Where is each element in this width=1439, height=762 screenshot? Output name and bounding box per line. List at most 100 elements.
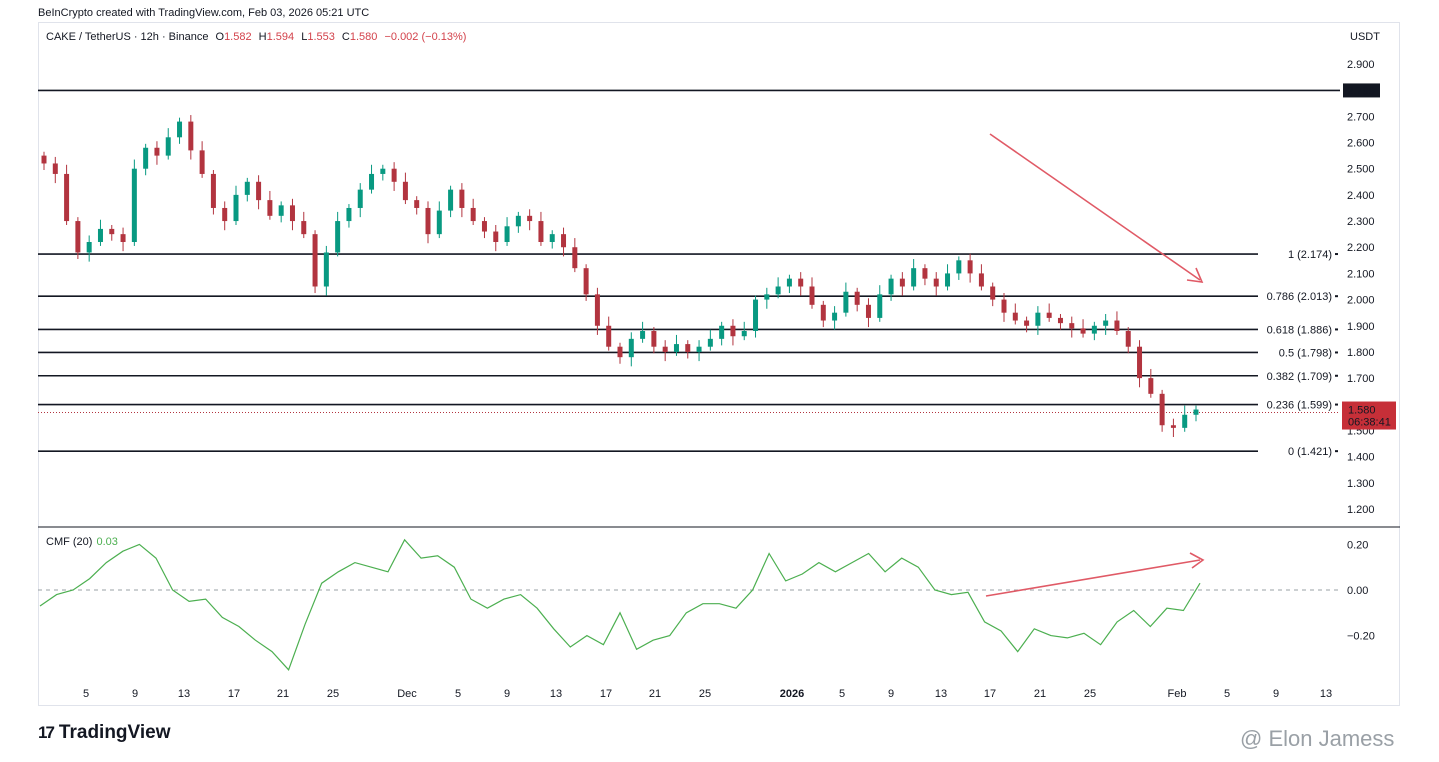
price-tick-9: 1.900	[1347, 321, 1375, 333]
fib-label-1: 0.786 (2.013)	[1267, 291, 1332, 303]
candle-body-38	[470, 207, 476, 222]
last-price-label: 1.580	[1348, 405, 1376, 417]
price-tick-3: 2.500	[1347, 164, 1375, 176]
price-tick-11: 1.700	[1347, 373, 1375, 385]
candle-body-1	[52, 163, 58, 174]
candle-body-76	[899, 278, 905, 287]
time-tick-14: 5	[839, 688, 845, 700]
time-tick-17: 17	[984, 688, 996, 700]
time-tick-2: 13	[178, 688, 190, 700]
candle-body-14	[199, 150, 205, 174]
fib-marker-0	[1335, 253, 1338, 256]
time-tick-8: 9	[504, 688, 510, 700]
candle-body-68	[809, 286, 815, 305]
divergence-arrow-line	[985, 559, 1201, 597]
candle-body-3	[75, 221, 81, 253]
candle-body-66	[786, 278, 792, 287]
tradingview-mark-icon: 17	[38, 723, 55, 742]
candle-body-6	[109, 228, 115, 235]
author-watermark: @ Elon Jamess	[1240, 726, 1395, 751]
cmf-name: CMF (20)	[46, 536, 93, 548]
fib-label-4: 0.382 (1.709)	[1267, 371, 1332, 383]
candle-body-25	[323, 252, 329, 287]
candle-body-78	[922, 268, 928, 279]
time-tick-5: 25	[327, 688, 339, 700]
candle-body-15	[210, 173, 216, 208]
candle-body-29	[369, 173, 375, 190]
open-label: O	[215, 31, 225, 43]
candle-body-39	[481, 221, 487, 232]
countdown-label: 06:38:41	[1348, 417, 1391, 429]
fib-label-2: 0.618 (1.886)	[1267, 324, 1332, 336]
candle-body-2	[64, 173, 70, 222]
time-tick-11: 21	[649, 688, 661, 700]
time-tick-9: 13	[550, 688, 562, 700]
cmf-panel: 0.20 0.00 −0.20	[38, 526, 1400, 671]
candle-body-87	[1024, 320, 1030, 326]
candle-body-102	[1193, 409, 1199, 415]
price-tick-14: 1.300	[1347, 478, 1375, 490]
candle-body-74	[877, 294, 883, 318]
candle-body-0	[41, 155, 47, 164]
time-tick-16: 13	[935, 688, 947, 700]
currency-unit[interactable]: USDT	[1350, 31, 1380, 43]
candle-body-21	[278, 205, 284, 216]
fib-label-5: 0.236 (1.599)	[1267, 400, 1332, 412]
candle-body-22	[289, 205, 295, 222]
candle-body-82	[967, 260, 973, 274]
candle-body-45	[549, 234, 555, 242]
tradingview-logo[interactable]: 17 TradingView	[38, 722, 171, 744]
candle-body-57	[685, 344, 691, 352]
candle-body-67	[798, 278, 804, 287]
candle-body-9	[143, 147, 149, 169]
candle-body-77	[911, 268, 917, 287]
symbol-legend: CAKE / TetherUS · 12h · Binance O1.582 H…	[46, 31, 466, 43]
price-tick-8: 2.000	[1347, 295, 1375, 307]
candle-body-4	[86, 242, 92, 253]
candle-body-17	[233, 194, 239, 222]
candle-body-69	[820, 304, 826, 321]
candle-body-91	[1069, 323, 1075, 329]
time-tick-13: 2026	[780, 688, 804, 700]
time-tick-18: 21	[1034, 688, 1046, 700]
candle-body-27	[346, 207, 352, 222]
candle-body-47	[572, 247, 578, 269]
candle-body-24	[312, 234, 318, 287]
price-tick-4: 2.400	[1347, 190, 1375, 202]
candle-body-59	[707, 338, 713, 347]
resistance-tag	[1343, 83, 1380, 98]
time-tick-4: 21	[277, 688, 289, 700]
fib-marker-2	[1335, 328, 1338, 331]
candle-body-44	[538, 221, 544, 242]
candle-body-95	[1114, 320, 1120, 331]
price-tick-7: 2.100	[1347, 268, 1375, 280]
price-tick-10: 1.800	[1347, 347, 1375, 359]
time-axis: 5 9 13 17 21 25 Dec 5 9 13 17 21 25 2026 5 9 13 17 21 25 Feb…	[83, 688, 1332, 700]
candle-body-13	[188, 121, 194, 151]
candle-body-16	[222, 207, 228, 222]
cmf-line	[39, 538, 1201, 671]
candle-body-28	[357, 189, 363, 208]
candle-body-64	[764, 294, 770, 300]
close-value: 1.580	[349, 31, 378, 43]
candle-body-49	[594, 294, 600, 326]
fib-marker-5	[1335, 403, 1338, 406]
high-label: H	[258, 31, 267, 43]
candle-body-62	[741, 331, 747, 337]
time-tick-15: 9	[888, 688, 894, 700]
candle-body-5	[97, 228, 103, 242]
candle-body-31	[391, 168, 397, 182]
time-tick-3: 17	[228, 688, 240, 700]
time-tick-21: 5	[1224, 688, 1230, 700]
fib-label-0: 1 (2.174)	[1288, 249, 1332, 261]
last-price-tag	[1342, 401, 1396, 430]
candle-body-86	[1012, 312, 1018, 321]
trend-arrows	[985, 133, 1205, 597]
candle-body-19	[256, 181, 262, 201]
time-tick-6: Dec	[397, 688, 417, 700]
close-label: C	[341, 31, 350, 43]
candle-body-92	[1080, 328, 1086, 334]
candle-body-56	[673, 344, 679, 352]
